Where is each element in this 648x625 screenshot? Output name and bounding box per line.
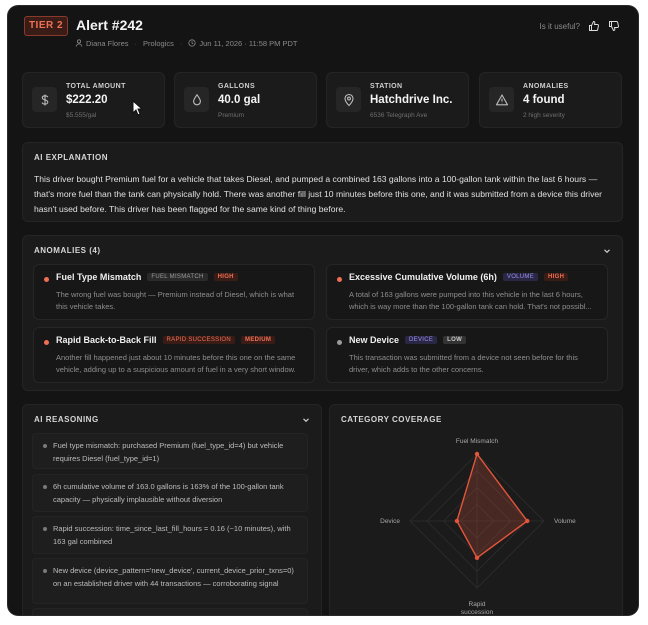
driver-meta: Diana Flores: [75, 39, 129, 48]
severity-dot: [44, 340, 49, 345]
reasoning-item: Fuel type mismatch: purchased Premium (f…: [32, 433, 308, 469]
reasoning-item: 6h cumulative volume of 163.0 gallons is…: [32, 474, 308, 512]
dollar-icon: [41, 94, 48, 105]
anomaly-name: New Device: [349, 335, 400, 345]
alert-title: Alert #242: [76, 17, 143, 33]
anomaly-desc-line: vehicle, adding up to a suspicious amoun…: [56, 365, 296, 374]
severity-dot: [337, 340, 342, 345]
anomaly-desc-line: This transaction was submitted from a de…: [349, 353, 578, 362]
severity-tag: MEDIUM: [241, 336, 276, 344]
section-title: ANOMALIES (4): [34, 246, 101, 255]
explanation-text: This driver bought Premium fuel for a ve…: [34, 174, 603, 214]
radar-chart: Fuel Mismatch Volume Rapid succession Device: [380, 438, 576, 615]
stat-gallons: GALLONS 40.0 gal Premium: [174, 72, 317, 128]
anomaly-name: Fuel Type Mismatch: [56, 272, 142, 282]
severity-tag: LOW: [443, 336, 467, 344]
anomaly-card[interactable]: Fuel Type Mismatch FUEL MISMATCH HIGH Th…: [33, 264, 315, 320]
alert-timestamp: Jun 11, 2026 · 11:58 PM PDT: [199, 39, 298, 48]
radar-point: [474, 555, 480, 561]
anomaly-desc-line: A total of 163 gallons were pumped into …: [349, 290, 583, 299]
feedback-group: Is it useful?: [540, 20, 620, 32]
anomaly-desc-line: Another fill happened just about 10 minu…: [56, 353, 296, 362]
stat-total-amount: TOTAL AMOUNT $222.20 $5.555/gal: [22, 72, 165, 128]
stat-value: 4 found: [523, 94, 565, 106]
stat-station: STATION Hatchdrive Inc. 6536 Telegraph A…: [326, 72, 469, 128]
stat-label: STATION: [370, 83, 403, 90]
reasoning-item: [32, 608, 308, 615]
radar-point: [474, 451, 480, 457]
clock-icon: [188, 39, 196, 47]
reasoning-text: New device (device_pattern='new_device',…: [53, 566, 294, 588]
time-meta: Jun 11, 2026 · 11:58 PM PDT: [188, 39, 298, 48]
anomaly-desc-line: which is way more than the 100-gallon ta…: [349, 302, 592, 311]
stat-label: ANOMALIES: [523, 83, 569, 90]
map-pin-icon: [343, 93, 354, 106]
reasoning-text: 6h cumulative volume of 163.0 gallons is…: [53, 482, 284, 504]
ai-reasoning-panel: AI REASONING Fuel type mismatch: purchas…: [22, 404, 322, 615]
thumbs-down-icon[interactable]: [608, 20, 620, 32]
mouse-cursor-icon: [132, 100, 143, 116]
anomaly-name: Excessive Cumulative Volume (6h): [349, 272, 497, 282]
reasoning-item: Rapid succession: time_since_last_fill_h…: [32, 516, 308, 554]
alert-meta: Diana Flores · Prologics · Jun 11, 2026 …: [75, 39, 298, 48]
radar-point: [454, 518, 460, 524]
anomaly-desc-line: The wrong fuel was bought — Premium inst…: [56, 290, 295, 299]
alert-detail-window: TIER 2 Alert #242 Diana Flores · Prologi…: [8, 6, 638, 615]
anomaly-desc-line: driver, which adds to the other concerns…: [349, 365, 484, 374]
category-coverage-panel: CATEGORY COVERAGE Fuel Mismatch Volume Rap…: [329, 404, 623, 615]
reasoning-text: Fuel type mismatch: purchased Premium (f…: [53, 441, 284, 463]
stat-value: 40.0 gal: [218, 94, 261, 106]
stat-sub: 2 high severity: [523, 112, 565, 119]
anomalies-panel: ANOMALIES (4) Fuel Type Mismatch FUEL MI…: [22, 235, 623, 391]
anomaly-card[interactable]: Rapid Back-to-Back Fill RAPID SUCCESSION…: [33, 327, 315, 383]
radar-axis-label: Device: [380, 518, 400, 525]
category-tag: DEVICE: [405, 336, 438, 344]
stat-value: $222.20: [66, 94, 108, 106]
stat-sub: 6536 Telegraph Ave: [370, 112, 428, 119]
radar-axis-label: Fuel Mismatch: [456, 438, 499, 445]
radar-axis-label: Volume: [554, 518, 576, 525]
driver-name: Diana Flores: [86, 39, 129, 48]
reasoning-text: Rapid succession: time_since_last_fill_h…: [53, 524, 291, 546]
anomaly-name: Rapid Back-to-Back Fill: [56, 335, 157, 345]
section-title: CATEGORY COVERAGE: [341, 415, 442, 424]
warning-icon: [495, 93, 508, 105]
anomaly-card[interactable]: New Device DEVICE LOW This transaction w…: [326, 327, 608, 383]
chevron-down-icon[interactable]: [301, 415, 311, 425]
stat-label: GALLONS: [218, 83, 256, 90]
stat-label: TOTAL AMOUNT: [66, 83, 126, 90]
stat-sub: $5.555/gal: [66, 112, 97, 119]
category-tag: FUEL MISMATCH: [147, 273, 208, 281]
category-tag: RAPID SUCCESSION: [162, 336, 236, 344]
anomaly-card[interactable]: Excessive Cumulative Volume (6h) VOLUME …: [326, 264, 608, 320]
stat-sub: Premium: [218, 112, 245, 119]
category-tag: VOLUME: [502, 273, 539, 281]
stat-value: Hatchdrive Inc.: [370, 94, 453, 106]
thumbs-up-icon[interactable]: [588, 20, 600, 32]
radar-point: [525, 518, 530, 524]
droplet-icon: [192, 93, 201, 105]
company-name: Prologics: [143, 39, 174, 48]
anomaly-desc-line: this vehicle takes.: [56, 302, 116, 311]
alert-header: TIER 2 Alert #242 Diana Flores · Prologi…: [24, 16, 622, 56]
user-icon: [75, 39, 83, 47]
tier-badge: TIER 2: [24, 16, 68, 36]
severity-dot: [337, 277, 342, 282]
useful-prompt: Is it useful?: [539, 21, 580, 31]
radar-axis-label: Rapid succession: [461, 601, 494, 615]
chevron-down-icon[interactable]: [602, 246, 612, 256]
section-title: AI EXPLANATION: [34, 153, 108, 162]
section-title: AI REASONING: [34, 415, 99, 424]
severity-tag: HIGH: [213, 273, 238, 281]
severity-tag: HIGH: [544, 273, 569, 281]
ai-explanation-panel: AI EXPLANATION This driver bought Premiu…: [22, 142, 623, 222]
stat-anomalies: ANOMALIES 4 found 2 high severity: [479, 72, 622, 128]
reasoning-item: New device (device_pattern='new_device',…: [32, 558, 308, 604]
severity-dot: [44, 277, 49, 282]
